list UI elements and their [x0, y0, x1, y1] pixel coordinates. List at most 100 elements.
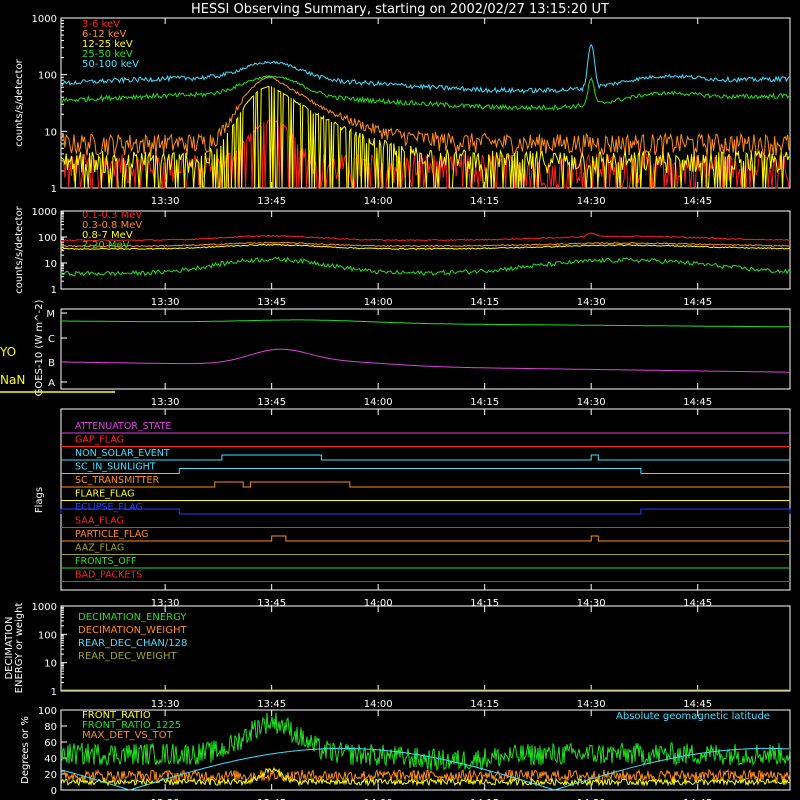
x-tick-label: 13:30	[151, 196, 180, 207]
series-line	[60, 243, 791, 250]
legend-entry: 25-50 keV	[82, 49, 133, 60]
x-tick-label: 14:15	[470, 598, 499, 609]
y-tick-label: C	[48, 334, 55, 345]
series-line	[60, 75, 790, 157]
x-tick-label: 13:30	[151, 397, 180, 408]
y-tick-label: 1000	[32, 14, 57, 25]
x-tick-label: 14:45	[683, 699, 712, 710]
legend-entry: REAR_DEC_CHAN/128	[78, 638, 187, 649]
panel-frame-p2	[60, 210, 791, 290]
panel-frame-p4	[60, 408, 791, 591]
x-tick-label: 14:45	[683, 297, 712, 308]
y-axis-label: ENERGY or weight	[14, 603, 25, 694]
y-tick-label: 40	[44, 754, 57, 765]
x-tick-label: 13:30	[151, 297, 180, 308]
x-tick-label: 14:45	[683, 598, 712, 609]
annotation-label: Absolute geomagnetic latitude	[616, 711, 770, 722]
series-line	[60, 768, 791, 784]
legend-entry: MAX_DET_VS_TOT	[82, 730, 174, 741]
y-tick-label: M	[46, 309, 55, 320]
left-yo-label: YO	[0, 345, 16, 359]
x-tick-label: 14:15	[470, 798, 499, 800]
y-tick-label: 100	[38, 233, 57, 244]
y-tick-label: 0	[51, 786, 57, 797]
flag-line	[61, 481, 790, 488]
flag-label: FRONTS_OFF	[75, 556, 137, 567]
panel-frame-p5	[60, 605, 791, 692]
flag-line	[60, 508, 791, 515]
geomagnetic-latitude-line	[60, 747, 789, 791]
series-line	[60, 74, 790, 111]
flag-label: AAZ_FLAG	[75, 543, 124, 554]
series-line	[60, 241, 791, 248]
y-tick-label: 10	[44, 659, 57, 670]
y-tick-label: 60	[44, 738, 57, 749]
x-tick-label: 13:30	[151, 798, 180, 800]
x-tick-label: 13:45	[257, 196, 286, 207]
x-tick-label: 14:00	[364, 297, 393, 308]
flag-label: GAP_FLAG	[75, 435, 124, 446]
y-axis-label: GOES-10 (W m^-2)	[34, 300, 45, 397]
x-tick-label: 14:45	[683, 798, 712, 800]
flag-label: ECLIPSE_FLAG	[75, 502, 143, 513]
legend-entry: 0.3-0.8 MeV	[82, 220, 142, 231]
flag-label: PARTICLE_FLAG	[75, 529, 148, 540]
x-tick-label: 14:15	[470, 699, 499, 710]
legend-entry: 50-100 keV	[82, 59, 139, 70]
y-axis-label: DECIMATION	[4, 616, 15, 679]
flag-line	[61, 454, 790, 461]
x-tick-label: 14:00	[364, 699, 393, 710]
y-tick-label: 80	[44, 722, 57, 733]
flag-label: SC_IN_SUNLIGHT	[75, 462, 156, 473]
x-tick-label: 14:45	[683, 196, 712, 207]
flag-label: ATTENUATOR_STATE	[75, 421, 171, 432]
flag-label: SAA_FLAG	[75, 516, 124, 527]
y-tick-label: 1000	[32, 207, 57, 218]
flag-label: BAD_PACKETS	[75, 570, 142, 581]
x-tick-label: 13:45	[257, 397, 286, 408]
series-line	[60, 86, 790, 189]
y-tick-label: 100	[38, 706, 57, 717]
x-tick-label: 14:00	[364, 397, 393, 408]
x-tick-label: 14:30	[577, 699, 606, 710]
legend-entry: 7-20 MeV	[82, 240, 130, 251]
y-tick-label: 1000	[32, 602, 57, 613]
x-tick-label: 14:00	[364, 598, 393, 609]
x-tick-label: 13:45	[257, 699, 286, 710]
y-axis-label: Degrees or %	[20, 716, 31, 784]
goes-short-line	[61, 348, 789, 373]
series-line	[60, 118, 790, 189]
legend-entry: DECIMATION_WEIGHT	[78, 625, 187, 636]
legend-entry: 3-6 keV	[82, 19, 120, 30]
x-tick-label: 14:30	[577, 397, 606, 408]
legend-entry: 12-25 keV	[82, 39, 133, 50]
series-line	[60, 256, 791, 277]
legend-entry: FRONT_RATIO	[82, 710, 151, 721]
x-tick-label: 13:45	[257, 598, 286, 609]
x-tick-label: 14:30	[577, 196, 606, 207]
x-tick-label: 14:00	[364, 196, 393, 207]
x-tick-label: 14:30	[577, 297, 606, 308]
y-tick-label: 100	[38, 71, 57, 82]
legend-entry: REAR_DEC_WEIGHT	[78, 651, 177, 662]
x-tick-label: 14:15	[470, 397, 499, 408]
series-line	[61, 43, 790, 95]
y-tick-label: 10	[44, 127, 57, 138]
panel-frame-p1	[60, 17, 791, 189]
x-tick-label: 14:30	[577, 598, 606, 609]
y-tick-label: 1	[51, 687, 57, 698]
legend-entry: DECIMATION_ENERGY	[78, 612, 187, 623]
y-tick-label: 1	[51, 285, 57, 296]
goes-long-line	[61, 319, 789, 328]
panel-frame-p3	[60, 308, 791, 390]
x-tick-label: 14:00	[364, 798, 393, 800]
x-tick-label: 14:45	[683, 397, 712, 408]
left-nan-label: NaN	[0, 373, 25, 387]
series-line	[60, 766, 791, 787]
y-tick-label: 100	[38, 630, 57, 641]
series-line	[60, 712, 791, 772]
legend-entry: FRONT_RATIO_1225	[82, 720, 181, 731]
chart-title: HESSI Observing Summary, starting on 200…	[191, 2, 609, 17]
x-tick-label: 13:45	[257, 798, 286, 800]
